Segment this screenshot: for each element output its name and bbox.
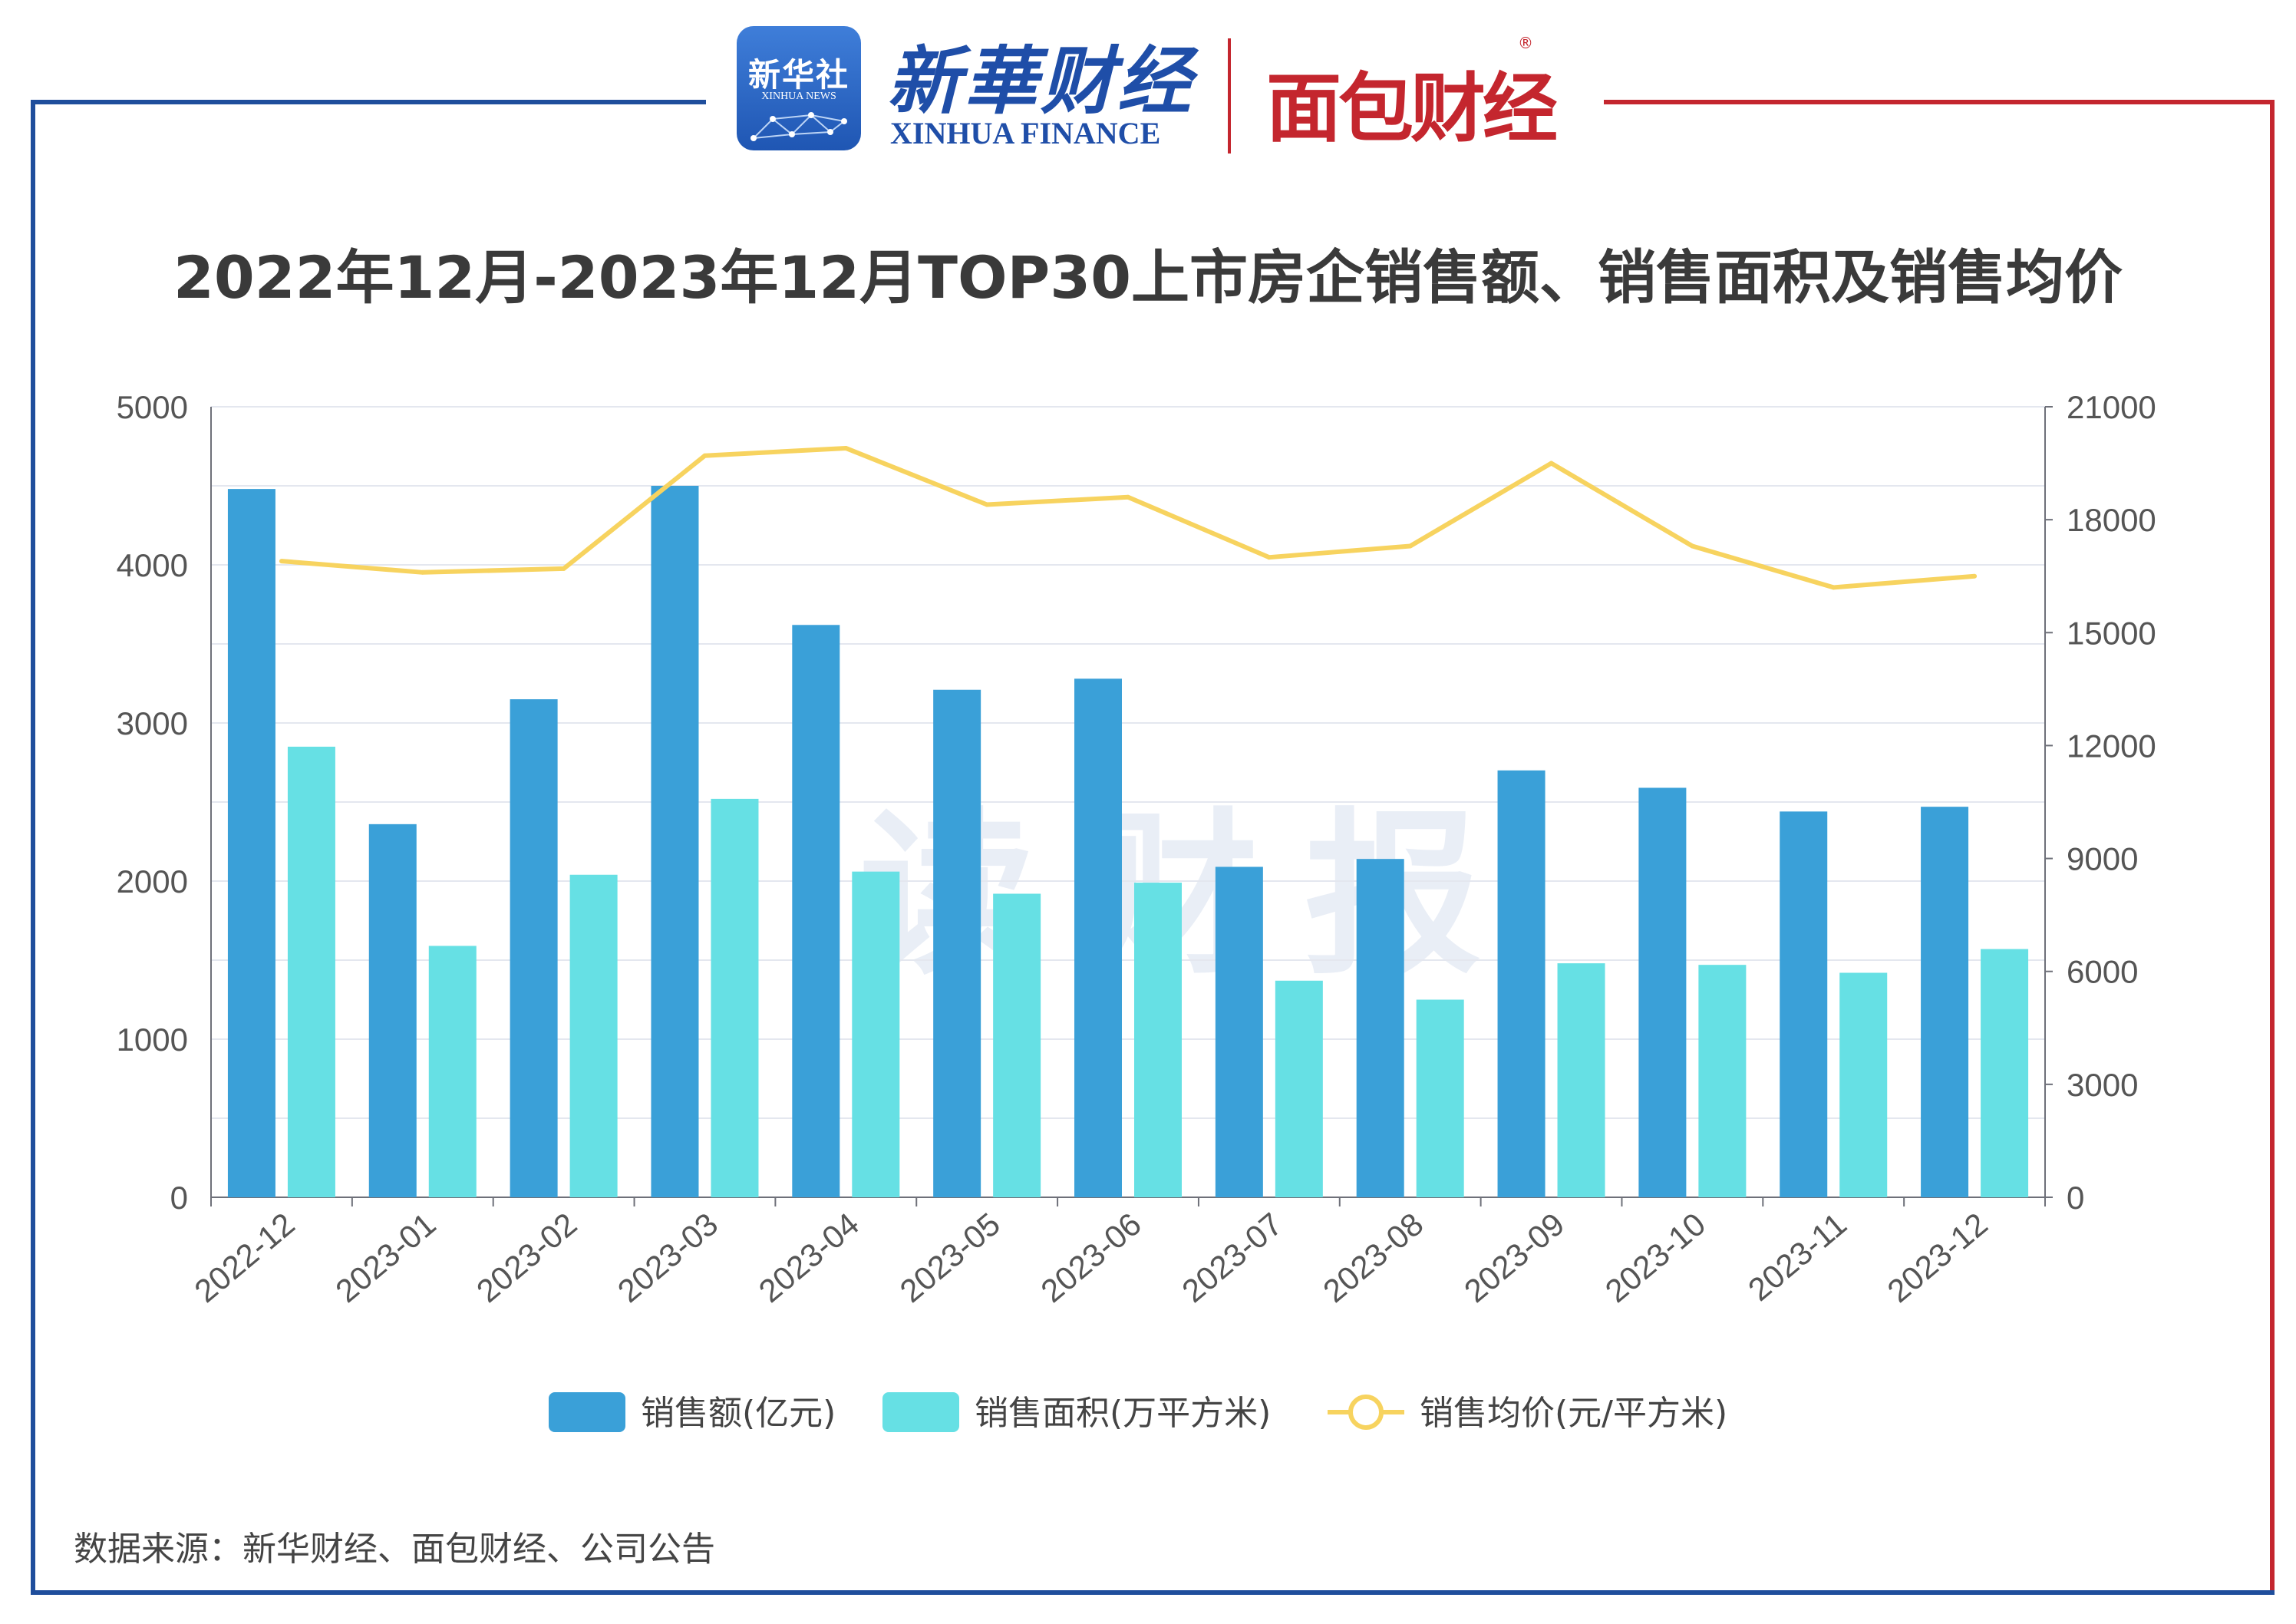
legend-label: 销售均价(元/平方米) <box>1420 1394 1727 1433</box>
bar-sales-area <box>1839 972 1888 1197</box>
x-tick-label: 2023-07 <box>1175 1206 1288 1309</box>
xinhua-finance-logo-en: XINHUA FINANCE <box>890 116 1161 150</box>
bar-sales-amount <box>227 489 275 1197</box>
logo-separator <box>1228 38 1231 153</box>
frame-left-border <box>31 100 35 1595</box>
point-avg-price <box>1407 543 1413 549</box>
chart-title: 2022年12月-2023年12月TOP30上市房企销售额、销售面积及销售均价 <box>173 243 2123 312</box>
x-tick-label: 2023-06 <box>1034 1206 1147 1309</box>
point-avg-price <box>561 566 566 571</box>
y-left-tick-label: 2000 <box>117 863 188 899</box>
bar-sales-area <box>1416 999 1464 1197</box>
legend-swatch <box>549 1392 625 1432</box>
point-avg-price <box>1690 543 1695 549</box>
x-tick-label: 2023-01 <box>328 1206 442 1309</box>
bar-sales-area <box>287 746 335 1197</box>
bar-sales-area <box>428 946 477 1197</box>
bar-sales-amount <box>1215 866 1263 1197</box>
xinhua-news-logo: 新华社 XINHUA NEWS <box>737 26 861 150</box>
legend-marker <box>1348 1395 1384 1430</box>
bar-sales-amount <box>1921 807 1969 1197</box>
xinhua-logo-en: XINHUA NEWS <box>761 91 836 102</box>
y-right-tick-label: 3000 <box>2067 1067 2138 1103</box>
network-icon <box>750 112 847 141</box>
xinhua-finance-logo-cn: 新華财经 <box>887 38 1194 124</box>
bar-sales-amount <box>1638 787 1687 1197</box>
bar-sales-area <box>569 874 618 1197</box>
bar-sales-amount <box>510 699 558 1197</box>
point-avg-price <box>1972 573 1978 579</box>
x-tick-label: 2023-12 <box>1881 1206 1994 1309</box>
bar-sales-area <box>1557 963 1605 1197</box>
bar-sales-amount <box>792 625 840 1197</box>
data-source-note: 数据来源：新华财经、面包财经、公司公告 <box>74 1530 715 1569</box>
point-avg-price <box>843 445 849 451</box>
y-right-tick-label: 0 <box>2067 1180 2084 1216</box>
y-right-tick-label: 15000 <box>2067 615 2156 651</box>
x-tick-label: 2023-03 <box>611 1206 724 1309</box>
mianbao-finance-logo: 面包财经 <box>1266 65 1558 153</box>
point-avg-price <box>1266 555 1272 560</box>
bar-sales-area <box>1275 980 1323 1197</box>
point-avg-price <box>1126 494 1130 500</box>
y-right-tick-label: 21000 <box>2067 389 2156 425</box>
legend-swatch <box>882 1392 959 1432</box>
y-left-tick-label: 3000 <box>117 705 188 741</box>
bar-sales-amount <box>1356 859 1404 1197</box>
point-avg-price <box>1831 585 1836 590</box>
bar-sales-area <box>1981 949 2029 1197</box>
frame-top-left-border <box>31 100 706 104</box>
legend-label: 销售面积(万平方米) <box>975 1394 1271 1433</box>
bar-sales-amount <box>368 824 417 1197</box>
bar-sales-amount <box>1780 811 1828 1197</box>
legend-label: 销售额(亿元) <box>641 1394 836 1433</box>
bar-sales-amount <box>933 689 981 1197</box>
point-avg-price <box>985 502 990 507</box>
bar-sales-amount <box>1497 770 1546 1197</box>
y-right-tick-label: 9000 <box>2067 841 2138 877</box>
bar-sales-area <box>993 893 1041 1197</box>
x-tick-label: 2023-08 <box>1316 1206 1430 1309</box>
y-right-tick-label: 12000 <box>2067 728 2156 764</box>
x-tick-label: 2023-02 <box>470 1206 583 1309</box>
bar-sales-amount <box>1074 678 1122 1197</box>
y-right-tick-label: 18000 <box>2067 502 2156 538</box>
xinhua-logo-cn: 新华社 <box>747 56 849 94</box>
bar-sales-area <box>711 798 759 1197</box>
y-right-tick-label: 6000 <box>2067 954 2138 990</box>
bar-sales-area <box>1698 965 1747 1197</box>
point-avg-price <box>1549 460 1554 466</box>
registered-mark: ® <box>1518 34 1533 52</box>
point-avg-price <box>420 569 425 575</box>
x-tick-label: 2023-09 <box>1457 1206 1571 1309</box>
y-left-tick-label: 4000 <box>117 547 188 583</box>
bar-sales-area <box>1134 883 1182 1197</box>
y-left-tick-label: 5000 <box>117 389 188 425</box>
frame-top-right-border <box>1604 100 2275 104</box>
bar-sales-area <box>852 871 900 1197</box>
x-tick-label: 2022-12 <box>187 1206 301 1309</box>
bar-sales-amount <box>651 486 699 1197</box>
frame-bottom-border <box>31 1590 2275 1595</box>
y-left-tick-label: 1000 <box>117 1022 188 1058</box>
y-left-tick-label: 0 <box>170 1180 188 1216</box>
x-tick-label: 2023-04 <box>752 1206 866 1309</box>
frame-right-border <box>2270 100 2275 1595</box>
point-avg-price <box>279 559 284 564</box>
point-avg-price <box>702 453 708 458</box>
x-tick-label: 2023-11 <box>1741 1206 1853 1308</box>
x-tick-label: 2023-10 <box>1598 1206 1712 1309</box>
x-tick-label: 2023-05 <box>893 1206 1007 1309</box>
header-logos: 新华社 XINHUA NEWS 新華财经 XINHUA FINANCE 面包财经… <box>737 15 1588 161</box>
line-avg-price <box>281 445 1975 590</box>
